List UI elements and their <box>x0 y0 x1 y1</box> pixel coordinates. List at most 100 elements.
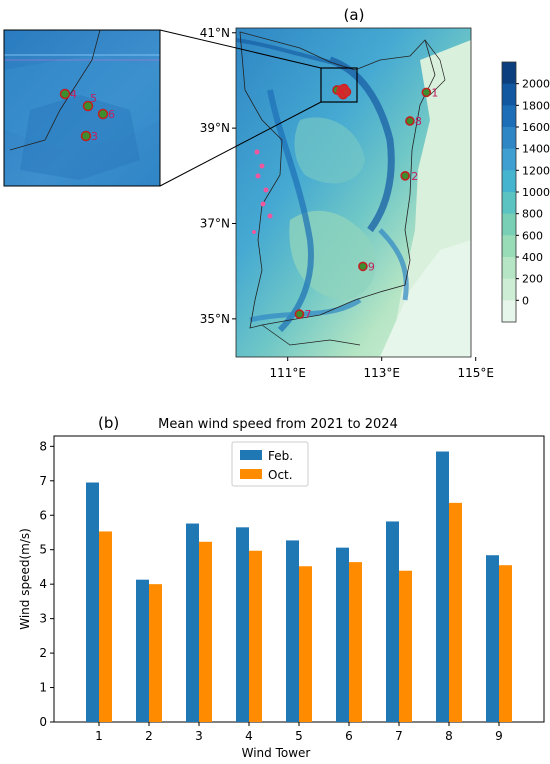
colorbar-tick-label: 1000 <box>522 186 550 199</box>
bar-feb-tower-3 <box>186 523 199 722</box>
bar-oct-tower-4 <box>249 550 262 722</box>
magenta-markers <box>252 149 273 234</box>
zoom-box <box>320 67 358 103</box>
colorbar-segment <box>502 83 516 106</box>
y-tick-label: 6 <box>39 508 47 522</box>
bar-feb-tower-7 <box>386 521 399 722</box>
tower-marker-2 <box>400 171 411 181</box>
colorbar-tick-label: 0 <box>522 294 529 307</box>
tower-marker-7 <box>294 309 305 319</box>
inset-tower-marker-6 <box>97 108 109 120</box>
legend-label: Feb. <box>268 449 293 463</box>
tower-label-2: 2 <box>411 170 418 183</box>
lat-tick-label: 39°N <box>200 121 230 135</box>
y-tick-label: 7 <box>39 474 47 488</box>
bar-oct-tower-1 <box>99 531 112 722</box>
map-frame <box>235 27 472 358</box>
bar-oct-tower-2 <box>149 584 162 722</box>
colorbar-tick-label: 1600 <box>522 121 550 134</box>
tower-label-9: 9 <box>368 260 375 273</box>
colorbar-segment <box>502 257 516 280</box>
connector-line-top <box>159 29 322 69</box>
x-tick-label: 7 <box>395 729 403 743</box>
map-tower-markers: 1 2 7 8 9 <box>294 83 438 321</box>
panel-b-label: (b) <box>98 414 119 432</box>
bar-feb-tower-5 <box>286 540 299 722</box>
bars <box>86 451 512 722</box>
x-tick-label: 4 <box>245 729 253 743</box>
colorbar-segment <box>502 300 516 323</box>
y-tick-label: 4 <box>39 577 47 591</box>
colorbar-segment <box>502 235 516 258</box>
legend-label: Oct. <box>268 468 293 482</box>
lon-tick-label: 115°E <box>457 366 494 380</box>
tower-marker-8 <box>405 116 415 126</box>
x-tick-label: 8 <box>445 729 453 743</box>
tower-cluster <box>336 84 351 99</box>
bar-chart-panel: (b) Mean wind speed from 2021 to 2024 0 1… <box>18 414 545 760</box>
panel-a-label: (a) <box>344 6 365 24</box>
inset-tower-label-6: 6 <box>108 108 115 121</box>
colorbar-segment <box>502 278 516 301</box>
colorbar-segment <box>502 105 516 128</box>
bar-feb-tower-1 <box>86 482 99 722</box>
tower-label-8: 8 <box>415 115 422 128</box>
map-panel: (a) <box>3 6 550 380</box>
x-axis: 1 2 3 4 5 6 7 8 9 <box>95 722 503 743</box>
terrain-map <box>236 28 471 357</box>
bar-feb-tower-8 <box>436 451 449 722</box>
bar-feb-tower-6 <box>336 547 349 722</box>
bar-feb-tower-4 <box>236 527 249 722</box>
y-tick-label: 3 <box>39 612 47 626</box>
y-tick-label: 5 <box>39 543 47 557</box>
colorbar-tick-label: 1200 <box>522 164 550 177</box>
tower-marker-9 <box>358 261 368 272</box>
y-tick-label: 2 <box>39 646 47 660</box>
x-tick-label: 2 <box>145 729 153 743</box>
colorbar-segment <box>502 170 516 193</box>
bar-oct-tower-9 <box>499 565 512 722</box>
colorbar-tick-label: 1800 <box>522 99 550 112</box>
bar-feb-tower-9 <box>486 555 499 722</box>
colorbar-segment <box>502 148 516 171</box>
colorbar-tick-label: 200 <box>522 273 543 286</box>
legend-swatch <box>240 450 262 460</box>
tower-label-1: 1 <box>431 86 438 99</box>
lat-tick-label: 41°N <box>200 26 230 40</box>
legend-swatch <box>240 469 262 479</box>
colorbar-tick-label: 800 <box>522 208 543 221</box>
x-tick-label: 5 <box>295 729 303 743</box>
map-axis-ticks: 41°N 39°N 37°N 35°N 111°E 113°E 115°E <box>200 26 494 380</box>
colorbar-segment <box>502 62 516 85</box>
connector-line-bottom <box>159 101 322 187</box>
bar-oct-tower-6 <box>349 562 362 722</box>
lat-tick-label: 35°N <box>200 312 230 326</box>
lon-tick-label: 113°E <box>363 366 400 380</box>
y-tick-label: 1 <box>39 681 47 695</box>
x-tick-label: 3 <box>195 729 203 743</box>
y-tick-label: 0 <box>39 715 47 729</box>
bar-oct-tower-7 <box>399 570 412 722</box>
colorbar-segment <box>502 213 516 236</box>
tower-label-7: 7 <box>304 308 311 321</box>
chart-title: Mean wind speed from 2021 to 2024 <box>158 417 398 432</box>
colorbar-tick-label: 1400 <box>522 143 550 156</box>
bar-oct-tower-3 <box>199 541 212 722</box>
x-tick-label: 6 <box>345 729 353 743</box>
bar-feb-tower-2 <box>136 579 149 722</box>
y-axis: 0 1 2 3 4 5 6 7 8 <box>39 439 54 729</box>
y-axis-label: Wind speed(m/s) <box>18 528 32 630</box>
tower-marker-1 <box>421 87 432 98</box>
colorbar-tick-label: 400 <box>522 251 543 264</box>
inset-tower-marker-3 <box>80 130 92 142</box>
x-tick-label: 1 <box>95 729 103 743</box>
x-axis-label: Wind Tower <box>242 746 311 760</box>
inset-tower-label-4: 4 <box>70 88 77 101</box>
chart-legend: Feb. Oct. <box>231 441 309 487</box>
inset-tower-marker-5 <box>82 100 94 112</box>
lat-tick-label: 37°N <box>200 216 230 230</box>
colorbar-tick-label: 2000 <box>522 78 550 91</box>
colorbar-segment <box>502 192 516 215</box>
